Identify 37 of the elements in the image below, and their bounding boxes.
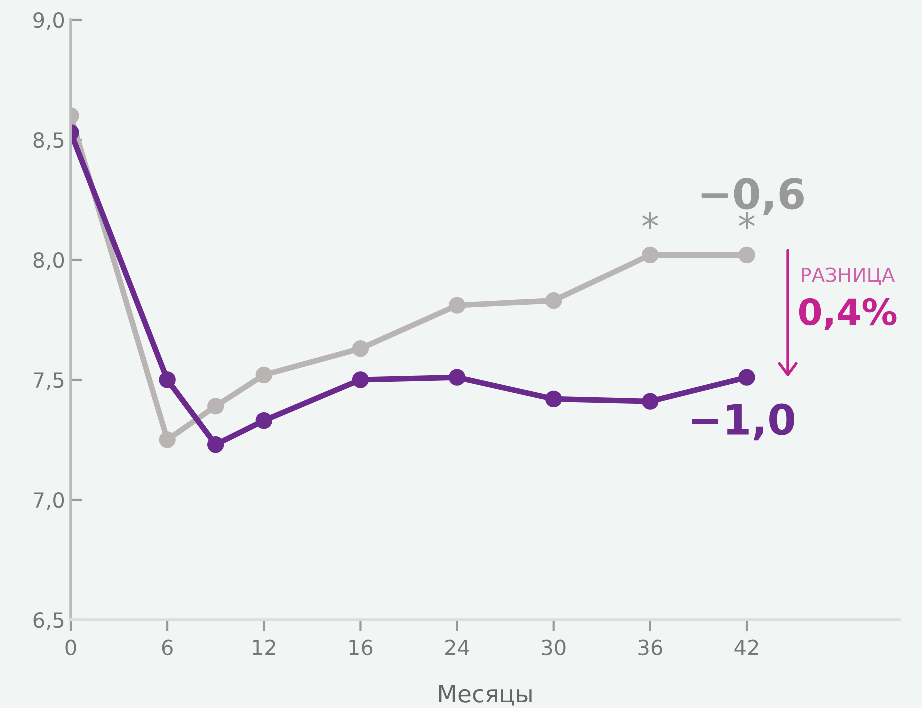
x-tick-label: 0 (66, 640, 76, 656)
point (738, 369, 756, 386)
point (352, 372, 370, 388)
text: РАЗНИЦА (802, 268, 896, 286)
x-tick-label: 42 (734, 640, 758, 656)
y-tick-label: 7,0 (34, 492, 64, 510)
x-tick-label: 30 (542, 640, 566, 656)
point (546, 390, 562, 408)
point (256, 366, 272, 384)
annotation: −0,6 (702, 178, 804, 216)
y-tick-label: 9,0 (34, 12, 64, 30)
point (738, 246, 756, 264)
y-tick-label: 8,0 (34, 252, 64, 270)
point (642, 246, 659, 264)
point (448, 369, 466, 386)
annotation: −1,0 (692, 404, 795, 441)
y-tick-label: 7,5 (34, 372, 64, 390)
annotation: * (642, 212, 658, 230)
point (546, 292, 562, 310)
x-axis-title: Месяцы (439, 685, 532, 706)
point (352, 340, 370, 358)
text: 0,4% (799, 298, 897, 330)
x-tick-label: 6 (162, 640, 173, 656)
y-tick-label: 6,5 (34, 612, 64, 630)
point (208, 398, 224, 415)
x-tick-label: 12 (253, 640, 276, 656)
x-tick-label: 16 (350, 640, 373, 656)
point (159, 432, 176, 448)
point (159, 372, 176, 388)
annotation: * (739, 212, 755, 230)
point (256, 412, 272, 430)
x-tick-label: 36 (638, 640, 662, 656)
point (448, 297, 466, 314)
point (642, 393, 659, 410)
point (208, 436, 224, 454)
x-tick-label: 24 (446, 640, 470, 656)
y-tick-label: 8,5 (34, 132, 64, 150)
